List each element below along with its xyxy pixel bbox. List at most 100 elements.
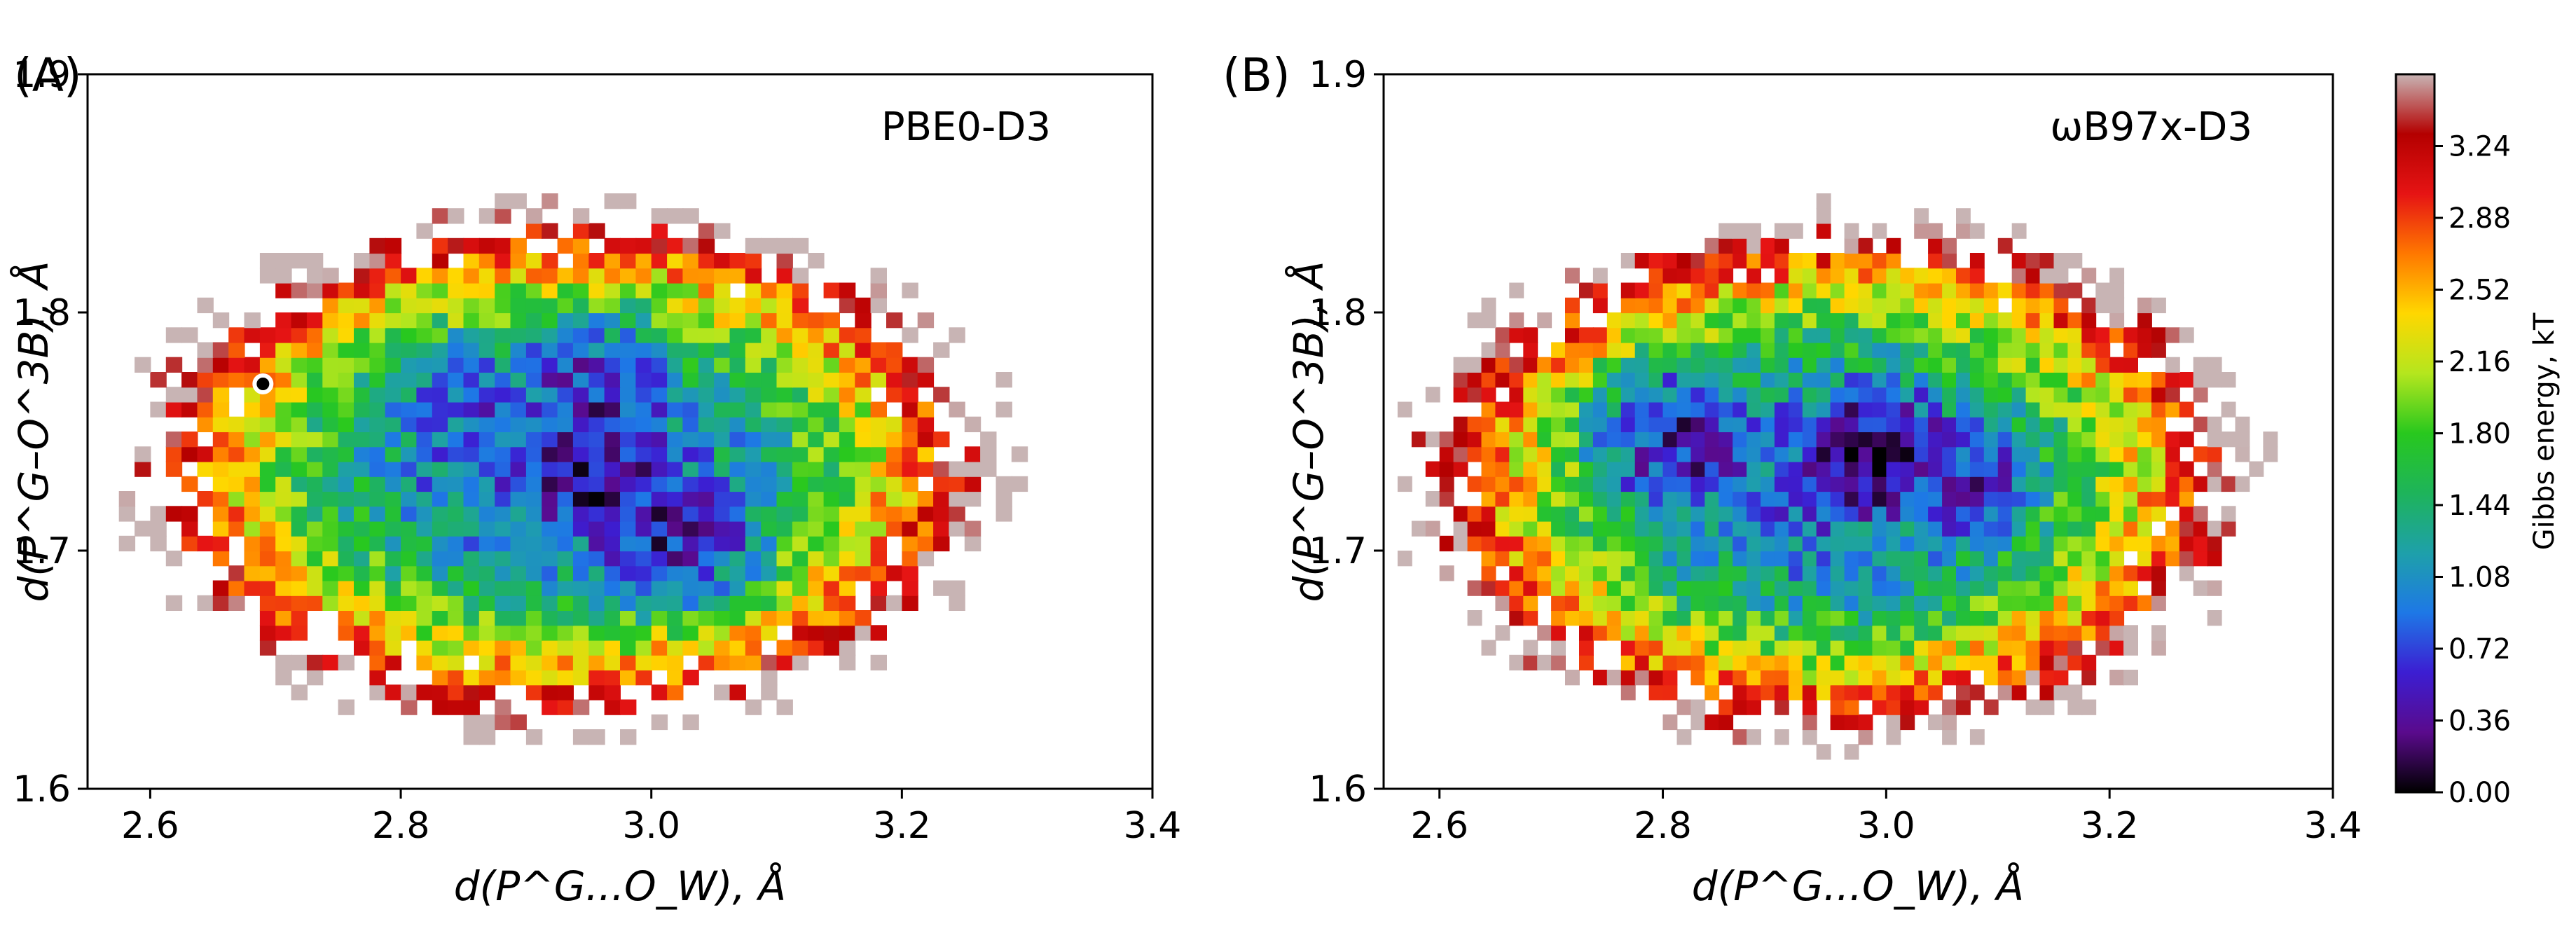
heatmap-cell bbox=[1858, 520, 1873, 537]
heatmap-cell bbox=[228, 476, 245, 492]
heatmap-cell bbox=[1592, 565, 1608, 581]
heatmap-cell bbox=[745, 372, 762, 388]
heatmap-cell bbox=[1956, 387, 1971, 403]
heatmap-cell bbox=[1523, 491, 1538, 507]
heatmap-cell bbox=[1914, 297, 1929, 314]
heatmap-cell bbox=[1537, 357, 1552, 373]
heatmap-cell bbox=[745, 446, 762, 462]
heatmap-cell bbox=[792, 476, 809, 492]
heatmap-cell bbox=[1830, 535, 1845, 552]
heatmap-cell bbox=[1495, 446, 1510, 462]
heatmap-cell bbox=[1872, 491, 1887, 507]
heatmap-cell bbox=[2039, 372, 2055, 388]
heatmap-cell bbox=[714, 446, 731, 462]
heatmap-cell bbox=[745, 476, 762, 492]
colorbar-label: Gibbs energy, kT bbox=[2528, 312, 2561, 550]
heatmap-cell bbox=[745, 342, 762, 358]
heatmap-cell bbox=[2193, 506, 2208, 522]
heatmap-cell bbox=[682, 416, 699, 432]
heatmap-cell bbox=[1467, 387, 1482, 403]
heatmap-cell bbox=[1830, 268, 1845, 284]
heatmap-cell bbox=[1802, 416, 1817, 432]
heatmap-cell bbox=[572, 625, 590, 641]
heatmap-cell bbox=[1565, 595, 1580, 611]
heatmap-cell bbox=[808, 357, 825, 373]
heatmap-cell bbox=[1942, 237, 1957, 254]
heatmap-cell bbox=[1704, 610, 1720, 626]
heatmap-cell bbox=[306, 282, 324, 298]
heatmap-cell bbox=[1579, 640, 1594, 656]
heatmap-cell bbox=[212, 491, 230, 507]
heatmap-cell bbox=[698, 610, 715, 626]
heatmap-cell bbox=[1733, 610, 1748, 626]
heatmap-cell bbox=[604, 193, 621, 209]
heatmap-cell bbox=[1788, 684, 1803, 701]
heatmap-cell bbox=[698, 327, 715, 343]
heatmap-cell bbox=[745, 327, 762, 343]
heatmap-cell bbox=[808, 372, 825, 388]
heatmap-cell bbox=[776, 520, 793, 537]
heatmap-cell bbox=[1676, 506, 1692, 522]
heatmap-cell bbox=[1816, 640, 1831, 656]
heatmap-cell bbox=[291, 595, 308, 611]
heatmap-cell bbox=[2123, 625, 2138, 641]
heatmap-cell bbox=[1858, 446, 1873, 462]
heatmap-cell bbox=[620, 432, 637, 448]
heatmap-cell bbox=[2109, 520, 2125, 537]
heatmap-cell bbox=[1509, 520, 1524, 537]
heatmap-cell bbox=[635, 551, 652, 567]
heatmap-cell bbox=[2067, 312, 2083, 329]
heatmap-cell bbox=[1858, 416, 1873, 432]
heatmap-cell bbox=[1634, 416, 1650, 432]
heatmap-cell bbox=[808, 506, 825, 522]
heatmap-cell bbox=[1747, 223, 1761, 239]
heatmap-cell bbox=[1788, 461, 1803, 477]
heatmap-cell bbox=[572, 342, 590, 358]
heatmap-cell bbox=[917, 446, 935, 462]
heatmap-cell bbox=[1565, 387, 1580, 403]
heatmap-cell bbox=[729, 268, 746, 284]
heatmap-cell bbox=[620, 699, 637, 715]
heatmap-cell bbox=[714, 432, 731, 448]
heatmap-cell bbox=[432, 670, 449, 686]
heatmap-cell bbox=[1481, 565, 1496, 581]
heatmap-cell bbox=[714, 372, 731, 388]
heatmap-cell bbox=[306, 446, 324, 462]
heatmap-cell bbox=[1509, 491, 1524, 507]
heatmap-cell bbox=[808, 551, 825, 567]
heatmap-cell bbox=[870, 535, 887, 552]
heatmap-cell bbox=[1886, 491, 1901, 507]
heatmap-cell bbox=[1481, 476, 1496, 492]
heatmap-cell bbox=[275, 670, 292, 686]
heatmap-cell bbox=[2109, 327, 2125, 343]
heatmap-cell bbox=[870, 654, 887, 671]
heatmap-cell bbox=[495, 520, 511, 537]
heatmap-cell bbox=[2151, 580, 2166, 596]
heatmap-cell bbox=[1816, 297, 1831, 314]
heatmap-cell bbox=[1858, 506, 1873, 522]
heatmap-cell bbox=[1928, 237, 1943, 254]
heatmap-cell bbox=[1858, 714, 1873, 731]
heatmap-cell bbox=[572, 387, 590, 403]
heatmap-cell bbox=[259, 268, 277, 284]
heatmap-cell bbox=[244, 416, 261, 432]
heatmap-cell bbox=[2025, 476, 2041, 492]
heatmap-cell bbox=[1495, 327, 1510, 343]
heatmap-cell bbox=[557, 416, 574, 432]
heatmap-cell bbox=[2095, 640, 2111, 656]
heatmap-cell bbox=[1997, 432, 2013, 448]
heatmap-cell bbox=[1592, 282, 1608, 298]
heatmap-cell bbox=[2137, 565, 2152, 581]
heatmap-cell bbox=[698, 416, 715, 432]
heatmap-cell bbox=[604, 432, 621, 448]
heatmap-cell bbox=[1900, 357, 1915, 373]
heatmap-cell bbox=[1648, 640, 1664, 656]
heatmap-cell bbox=[682, 387, 699, 403]
heatmap-cell bbox=[275, 268, 292, 284]
heatmap-cell bbox=[588, 654, 605, 671]
heatmap-cell bbox=[1620, 387, 1636, 403]
heatmap-cell bbox=[792, 342, 809, 358]
x-tick-label: 3.0 bbox=[1857, 805, 1915, 847]
heatmap-cell bbox=[1969, 446, 1985, 462]
heatmap-cell bbox=[1747, 670, 1761, 686]
